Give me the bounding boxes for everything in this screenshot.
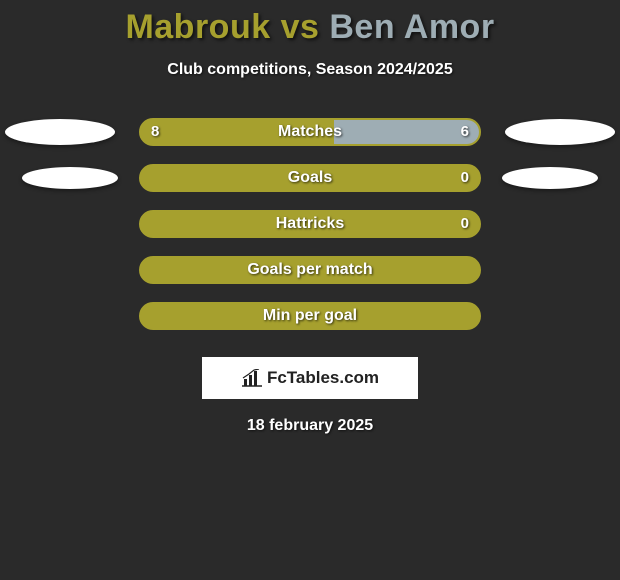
logo-box: FcTables.com [202,357,418,399]
bar-track: Min per goal [139,302,481,330]
bar-value-left: 8 [151,120,159,144]
comparison-rows: Matches86Goals0Hattricks0Goals per match… [0,109,620,339]
bar-fill-left [141,166,479,190]
bar-value-right: 6 [461,120,469,144]
comparison-row: Goals per match [0,247,620,293]
bar-fill-left [141,212,479,236]
logo-text: FcTables.com [267,368,379,388]
title-left: Mabrouk [125,8,270,46]
side-ellipse [502,167,598,189]
side-ellipse [22,167,118,189]
bar-track: Goals0 [139,164,481,192]
comparison-row: Hattricks0 [0,201,620,247]
bar-track: Hattricks0 [139,210,481,238]
bar-fill-left [141,304,479,328]
date-text: 18 february 2025 [0,417,620,435]
subtitle: Club competitions, Season 2024/2025 [0,61,620,79]
bar-value-right: 0 [461,212,469,236]
title-vs: vs [281,8,320,46]
bar-track: Matches86 [139,118,481,146]
side-ellipse [505,119,615,145]
bar-value-right: 0 [461,166,469,190]
bar-fill-left [141,258,479,282]
bar-track: Goals per match [139,256,481,284]
bar-fill-left [141,120,334,144]
bars-icon [241,369,263,387]
title-right: Ben Amor [329,8,494,46]
page-title: Mabrouk vs Ben Amor [0,0,620,47]
side-ellipse [5,119,115,145]
comparison-row: Min per goal [0,293,620,339]
bar-fill-right [334,120,479,144]
